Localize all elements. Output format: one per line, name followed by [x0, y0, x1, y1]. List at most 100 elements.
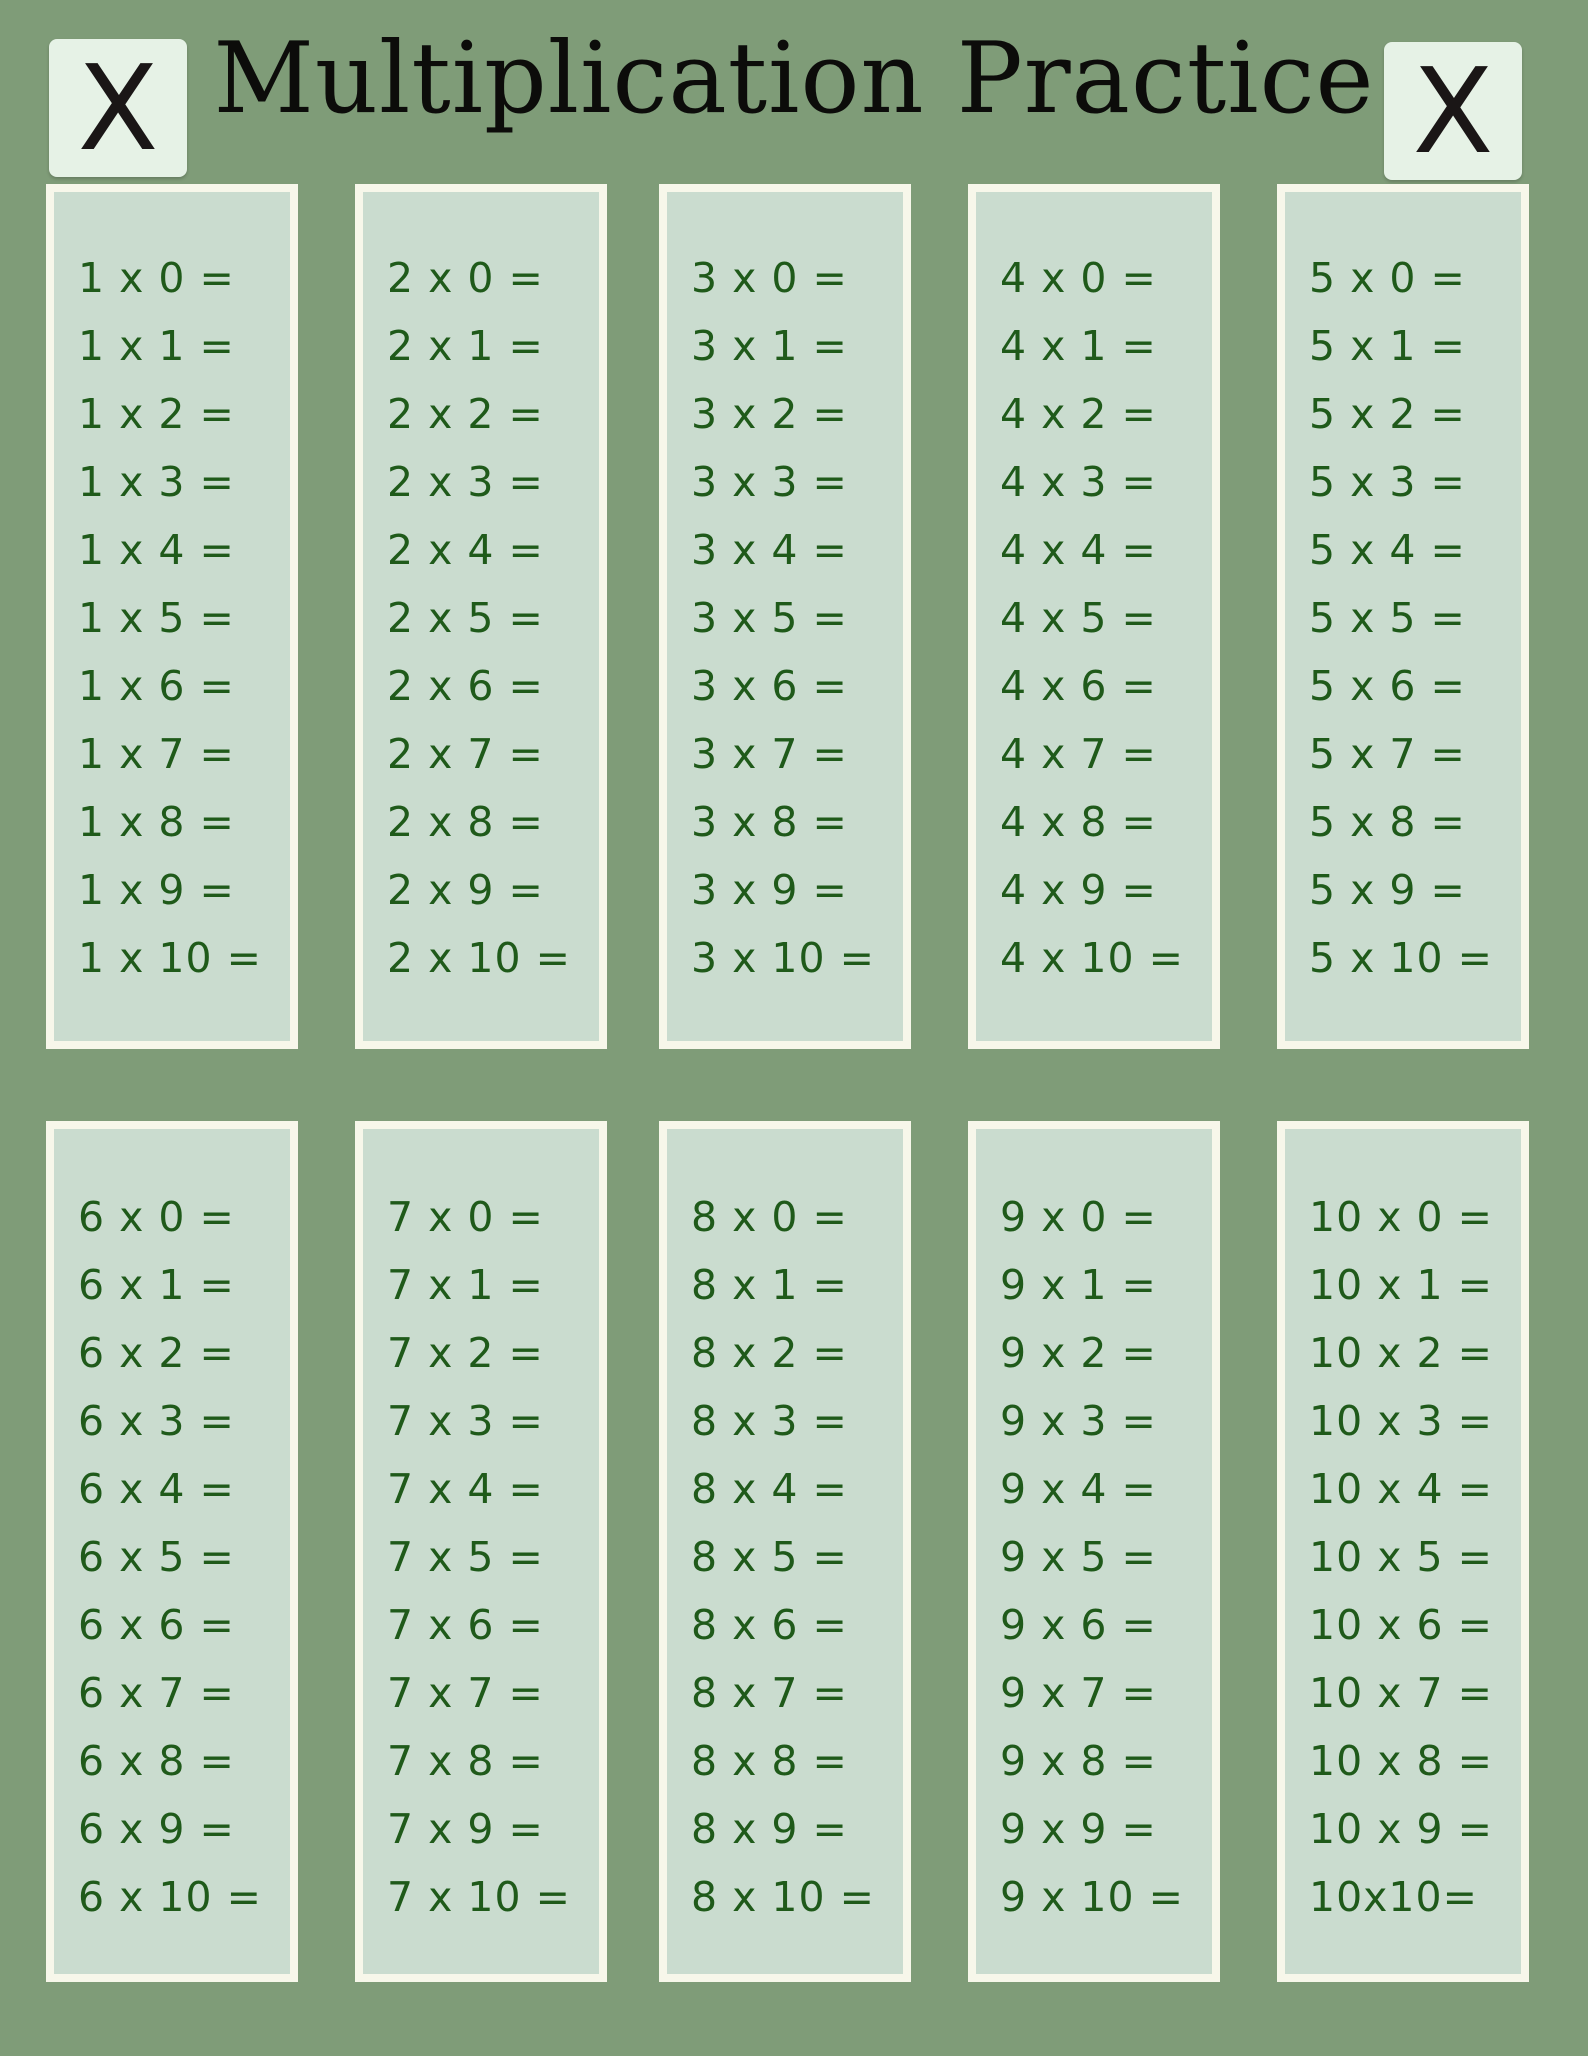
equation: 1 x 1 =	[78, 322, 235, 370]
equation: 5 x 6 =	[1309, 662, 1466, 710]
equation: 5 x 3 =	[1309, 458, 1466, 506]
equation-list: 9 x 0 = 9 x 1 = 9 x 2 = 9 x 3 = 9 x 4 = 9 x 5…	[1000, 1183, 1184, 1931]
equation: 10 x 5 =	[1309, 1533, 1493, 1581]
equation-list: 3 x 0 = 3 x 1 = 3 x 2 = 3 x 3 = 3 x 4 = 3 x 5…	[691, 244, 875, 992]
multiply-tile-left: X	[49, 39, 187, 177]
equation: 8 x 9 =	[691, 1805, 848, 1853]
equation: 1 x 0 =	[78, 254, 235, 302]
equation: 6 x 9 =	[78, 1805, 235, 1853]
equation: 7 x 4 =	[387, 1465, 544, 1513]
equation: 2 x 7 =	[387, 730, 544, 778]
equation: 1 x 8 =	[78, 798, 235, 846]
times-table-8: 8 x 0 = 8 x 1 = 8 x 2 = 8 x 3 = 8 x 4 = 8 x 5…	[659, 1121, 911, 1982]
equation: 2 x 3 =	[387, 458, 544, 506]
equation: 9 x 4 =	[1000, 1465, 1157, 1513]
times-table-10: 10 x 0 = 10 x 1 = 10 x 2 = 10 x 3 = 10 x 4 =…	[1277, 1121, 1529, 1982]
equation: 3 x 2 =	[691, 390, 848, 438]
times-table-4: 4 x 0 = 4 x 1 = 4 x 2 = 4 x 3 = 4 x 4 = 4 x 5…	[968, 184, 1220, 1049]
equation: 10 x 7 =	[1309, 1669, 1493, 1717]
equation-list: 1 x 0 = 1 x 1 = 1 x 2 = 1 x 3 = 1 x 4 = 1 x 5…	[78, 244, 262, 992]
equation: 8 x 4 =	[691, 1465, 848, 1513]
equation: 6 x 8 =	[78, 1737, 235, 1785]
equation: 7 x 5 =	[387, 1533, 544, 1581]
equation-list: 2 x 0 = 2 x 1 = 2 x 2 = 2 x 3 = 2 x 4 = 2 x 5…	[387, 244, 571, 992]
equation: 4 x 7 =	[1000, 730, 1157, 778]
equation: 8 x 10 =	[691, 1873, 875, 1921]
equation: 9 x 1 =	[1000, 1261, 1157, 1309]
equation: 10 x 6 =	[1309, 1601, 1493, 1649]
equation: 4 x 0 =	[1000, 254, 1157, 302]
equation: 9 x 9 =	[1000, 1805, 1157, 1853]
times-table-9: 9 x 0 = 9 x 1 = 9 x 2 = 9 x 3 = 9 x 4 = 9 x 5…	[968, 1121, 1220, 1982]
equation-list: 6 x 0 = 6 x 1 = 6 x 2 = 6 x 3 = 6 x 4 = 6 x 5…	[78, 1183, 262, 1931]
equation: 6 x 4 =	[78, 1465, 235, 1513]
page-title: Multiplication Practice	[213, 22, 1375, 136]
equation: 4 x 4 =	[1000, 526, 1157, 574]
times-table-2: 2 x 0 = 2 x 1 = 2 x 2 = 2 x 3 = 2 x 4 = 2 x 5…	[355, 184, 607, 1049]
times-table-5: 5 x 0 = 5 x 1 = 5 x 2 = 5 x 3 = 5 x 4 = 5 x 5…	[1277, 184, 1529, 1049]
equation: 8 x 2 =	[691, 1329, 848, 1377]
equation: 6 x 1 =	[78, 1261, 235, 1309]
equation: 5 x 9 =	[1309, 866, 1466, 914]
equation: 4 x 5 =	[1000, 594, 1157, 642]
multiply-tile-right: X	[1384, 42, 1522, 180]
equation: 3 x 1 =	[691, 322, 848, 370]
equation-list: 7 x 0 = 7 x 1 = 7 x 2 = 7 x 3 = 7 x 4 = 7 x 5…	[387, 1183, 571, 1931]
equation: 2 x 9 =	[387, 866, 544, 914]
equation: 4 x 9 =	[1000, 866, 1157, 914]
equation: 10 x 4 =	[1309, 1465, 1493, 1513]
equation: 6 x 10 =	[78, 1873, 262, 1921]
equation-list: 5 x 0 = 5 x 1 = 5 x 2 = 5 x 3 = 5 x 4 = 5 x 5…	[1309, 244, 1493, 992]
equation: 10 x 1 =	[1309, 1261, 1493, 1309]
equation: 7 x 2 =	[387, 1329, 544, 1377]
equation: 4 x 6 =	[1000, 662, 1157, 710]
equation: 6 x 6 =	[78, 1601, 235, 1649]
equation: 1 x 4 =	[78, 526, 235, 574]
equation: 5 x 1 =	[1309, 322, 1466, 370]
equation: 7 x 1 =	[387, 1261, 544, 1309]
equation: 2 x 0 =	[387, 254, 544, 302]
equation: 5 x 10 =	[1309, 934, 1493, 982]
equation: 2 x 1 =	[387, 322, 544, 370]
equation: 1 x 7 =	[78, 730, 235, 778]
equation: 4 x 2 =	[1000, 390, 1157, 438]
equation: 9 x 7 =	[1000, 1669, 1157, 1717]
equation: 9 x 8 =	[1000, 1737, 1157, 1785]
equation: 6 x 0 =	[78, 1193, 235, 1241]
equation: 6 x 5 =	[78, 1533, 235, 1581]
equation-list: 4 x 0 = 4 x 1 = 4 x 2 = 4 x 3 = 4 x 4 = 4 x 5…	[1000, 244, 1184, 992]
equation: 6 x 3 =	[78, 1397, 235, 1445]
equation: 9 x 2 =	[1000, 1329, 1157, 1377]
equation: 5 x 0 =	[1309, 254, 1466, 302]
equation: 6 x 7 =	[78, 1669, 235, 1717]
equation: 7 x 10 =	[387, 1873, 571, 1921]
equation: 5 x 8 =	[1309, 798, 1466, 846]
equation-list: 10 x 0 = 10 x 1 = 10 x 2 = 10 x 3 = 10 x 4 =…	[1309, 1183, 1493, 1931]
equation: 4 x 10 =	[1000, 934, 1184, 982]
equation: 3 x 4 =	[691, 526, 848, 574]
equation: 7 x 0 =	[387, 1193, 544, 1241]
equation: 3 x 7 =	[691, 730, 848, 778]
equation: 10 x 9 =	[1309, 1805, 1493, 1853]
equation: 10x10=	[1309, 1873, 1478, 1921]
equation: 2 x 8 =	[387, 798, 544, 846]
equation-list: 8 x 0 = 8 x 1 = 8 x 2 = 8 x 3 = 8 x 4 = 8 x 5…	[691, 1183, 875, 1931]
equation: 1 x 3 =	[78, 458, 235, 506]
equation: 4 x 8 =	[1000, 798, 1157, 846]
equation: 8 x 8 =	[691, 1737, 848, 1785]
equation: 8 x 0 =	[691, 1193, 848, 1241]
equation: 1 x 2 =	[78, 390, 235, 438]
equation: 9 x 10 =	[1000, 1873, 1184, 1921]
equation: 7 x 3 =	[387, 1397, 544, 1445]
equation: 4 x 1 =	[1000, 322, 1157, 370]
equation: 3 x 5 =	[691, 594, 848, 642]
equation: 5 x 2 =	[1309, 390, 1466, 438]
equation: 2 x 6 =	[387, 662, 544, 710]
equation: 4 x 3 =	[1000, 458, 1157, 506]
equation: 10 x 0 =	[1309, 1193, 1493, 1241]
times-table-6: 6 x 0 = 6 x 1 = 6 x 2 = 6 x 3 = 6 x 4 = 6 x 5…	[46, 1121, 298, 1982]
equation: 5 x 4 =	[1309, 526, 1466, 574]
equation: 6 x 2 =	[78, 1329, 235, 1377]
equation: 2 x 4 =	[387, 526, 544, 574]
equation: 7 x 6 =	[387, 1601, 544, 1649]
